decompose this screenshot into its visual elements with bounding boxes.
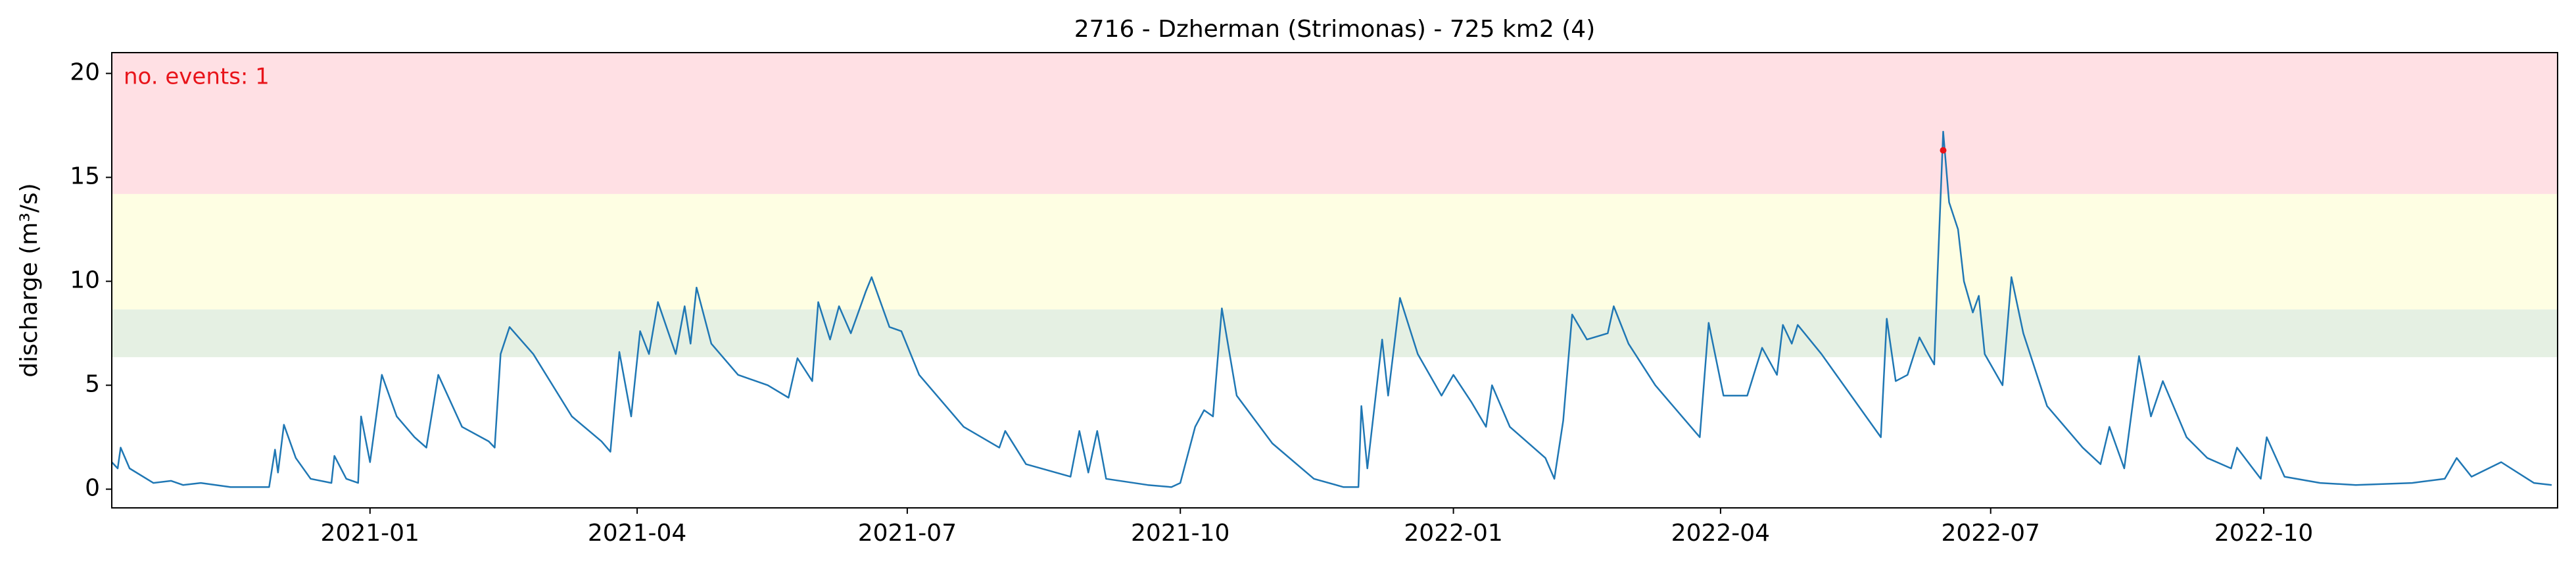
threshold-band bbox=[112, 193, 2558, 310]
x-tick-label: 2021-07 bbox=[858, 520, 957, 547]
threshold-band bbox=[112, 309, 2558, 357]
x-tick-label: 2021-01 bbox=[321, 520, 419, 547]
chart-title: 2716 - Dzherman (Strimonas) - 725 km2 (4… bbox=[1074, 16, 1596, 43]
x-tick-label: 2022-04 bbox=[1671, 520, 1770, 547]
plot-frame bbox=[111, 52, 2558, 509]
x-tick-label: 2022-07 bbox=[1942, 520, 2040, 547]
y-axis-label: discharge (m³/s) bbox=[16, 183, 43, 377]
y-tick-label: 10 bbox=[70, 267, 100, 294]
event-marker bbox=[1940, 147, 1947, 154]
x-tick-label: 2021-10 bbox=[1131, 520, 1229, 547]
y-tick-label: 5 bbox=[85, 371, 100, 398]
x-tick-label: 2021-04 bbox=[588, 520, 686, 547]
event-count: no. events: 1 bbox=[124, 64, 270, 90]
x-tick-label: 2022-01 bbox=[1404, 520, 1502, 547]
y-tick-label: 0 bbox=[85, 475, 100, 502]
threshold-band bbox=[112, 53, 2558, 194]
x-tick-label: 2022-10 bbox=[2214, 520, 2313, 547]
y-tick-label: 15 bbox=[70, 163, 100, 190]
discharge-line bbox=[111, 130, 2552, 488]
y-tick-label: 20 bbox=[70, 59, 100, 86]
